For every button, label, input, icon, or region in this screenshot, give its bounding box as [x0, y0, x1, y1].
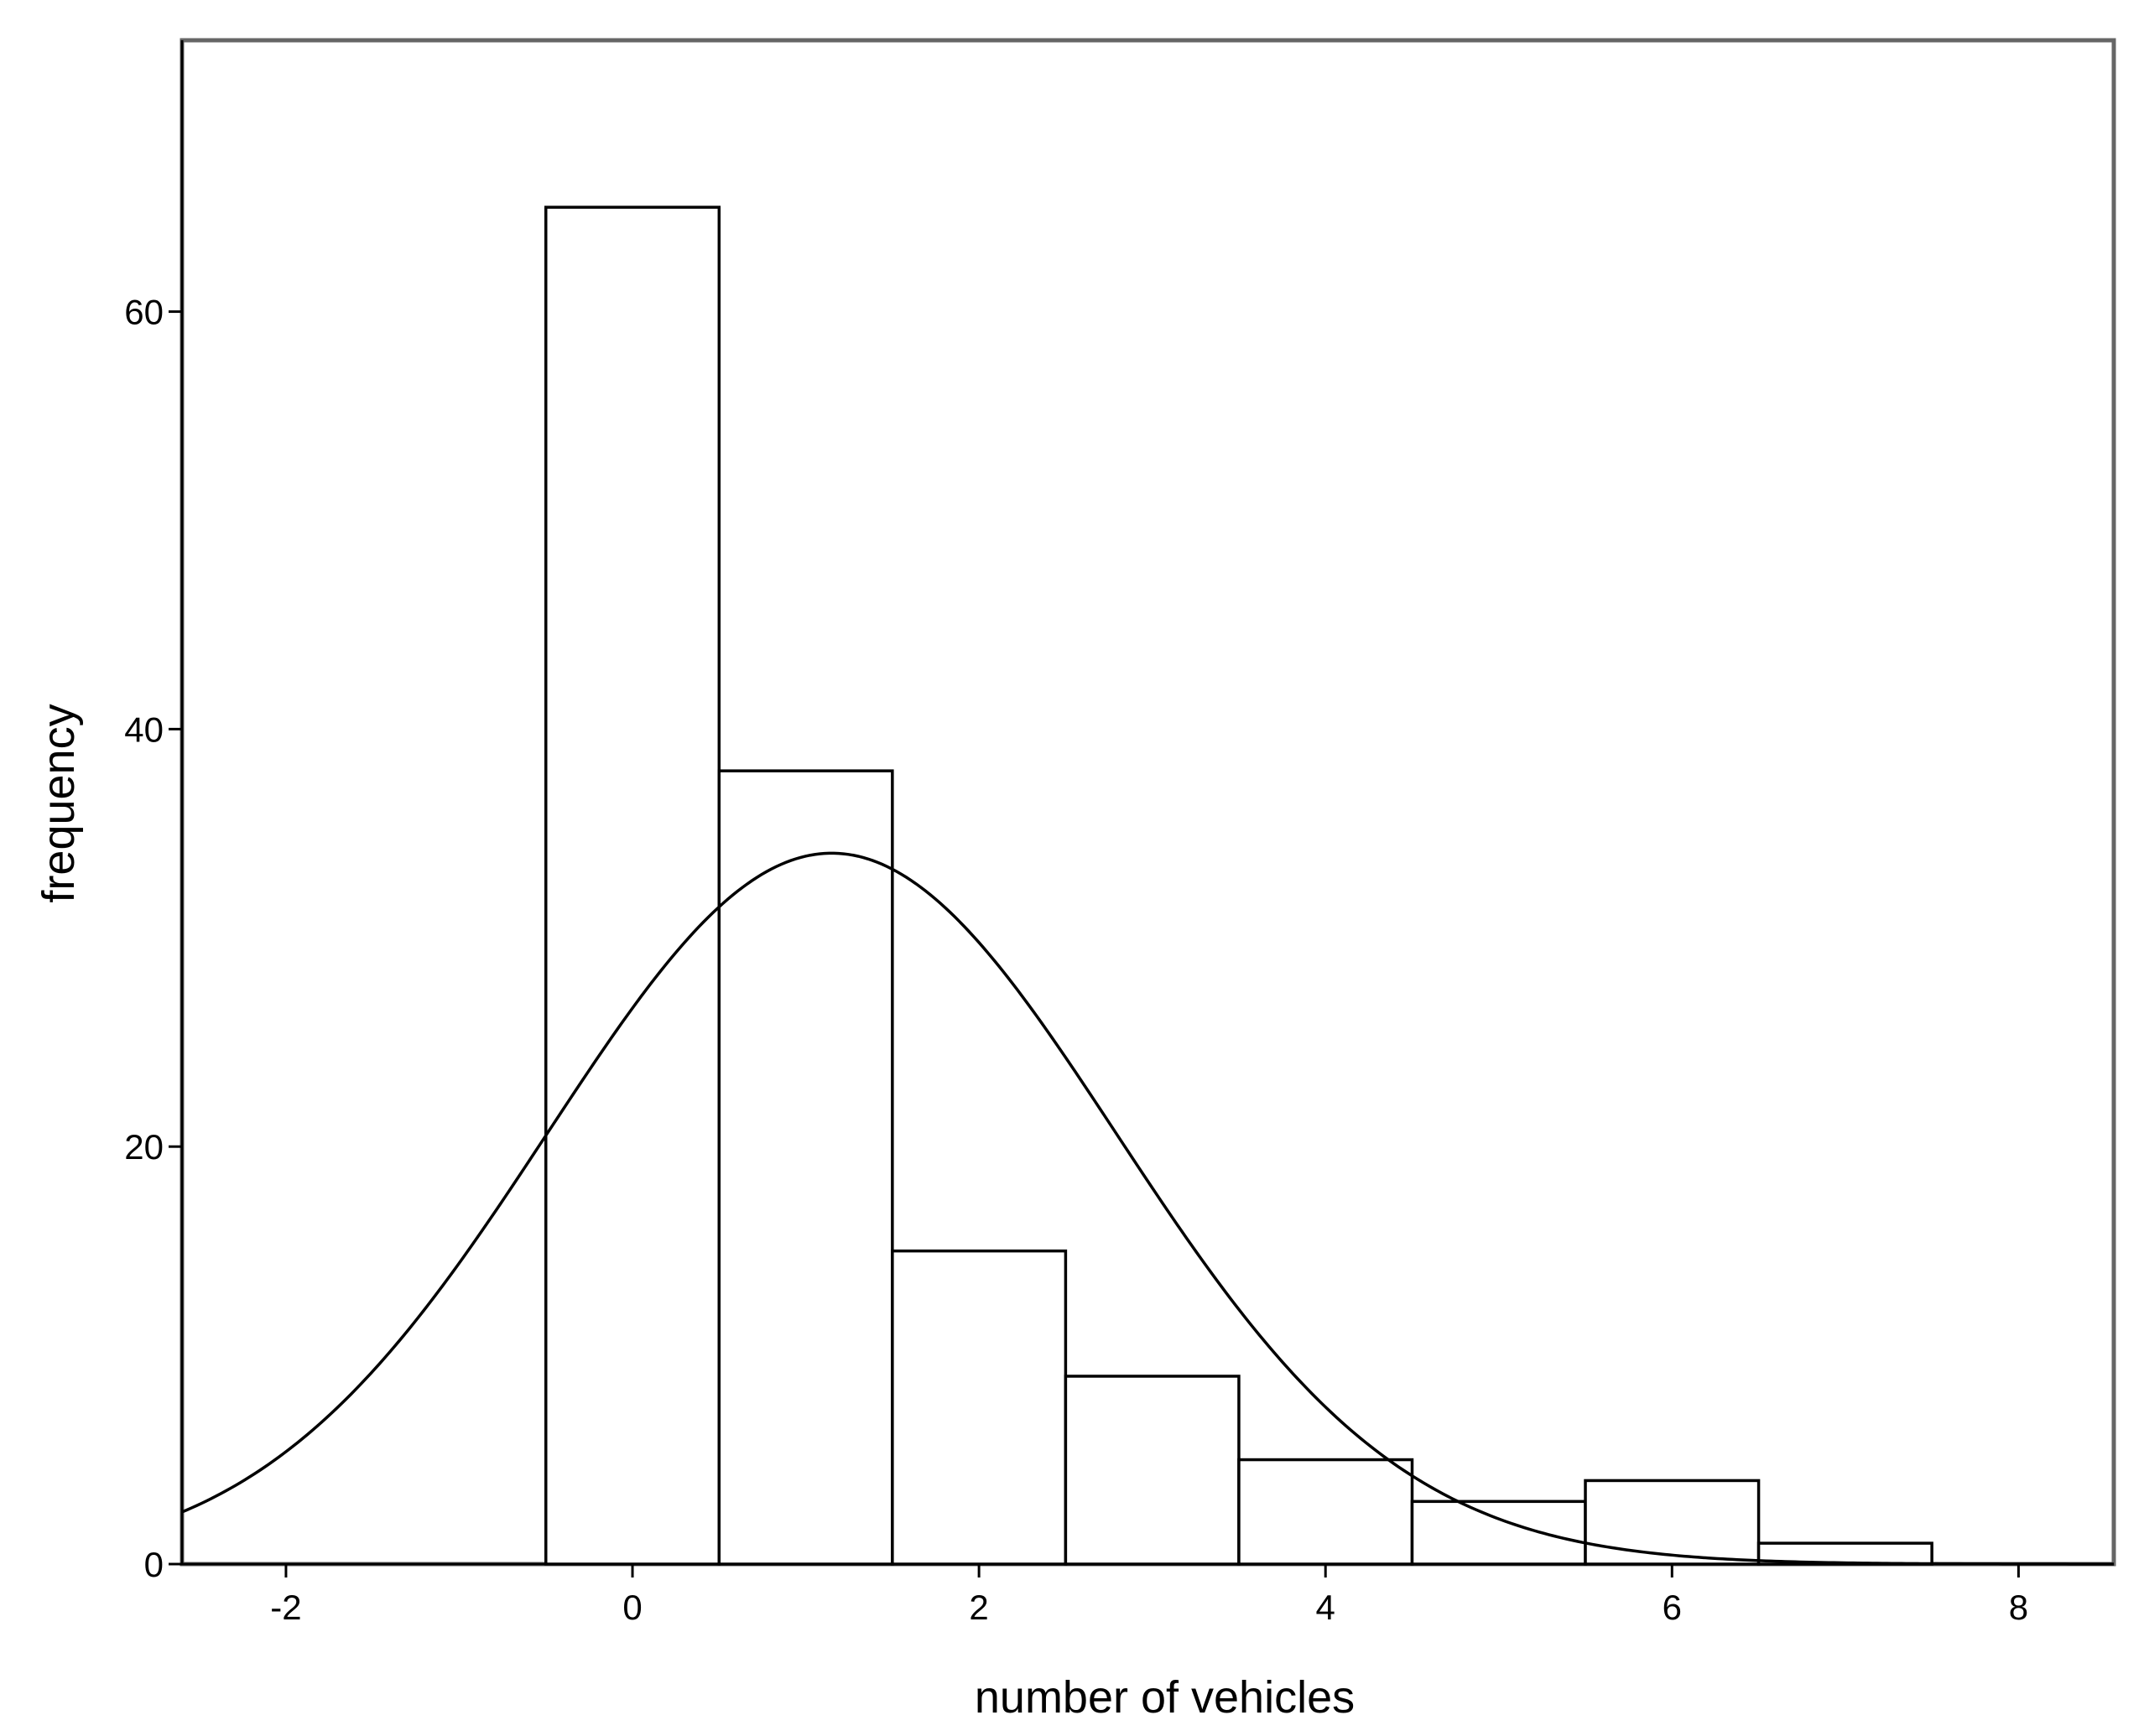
normal-distribution-curve: [181, 851, 2114, 1566]
histogram-bars: [544, 205, 1933, 1566]
x-tick-label: 0: [622, 1588, 642, 1627]
y-axis-title: frequency: [34, 704, 84, 902]
histogram-bar: [1064, 1375, 1241, 1566]
histogram-bar: [544, 205, 721, 1566]
histogram-bar: [717, 769, 894, 1566]
plot-frame: [180, 38, 2116, 1567]
histogram-bar: [1237, 1458, 1414, 1566]
y-tick-label: 0: [144, 1545, 164, 1584]
x-tick-label: 4: [1316, 1588, 1335, 1627]
y-tick-label: 60: [124, 293, 164, 332]
x-axis-title: number of vehicles: [975, 1672, 1355, 1723]
x-tick-label: -2: [270, 1588, 301, 1627]
y-tick-label: 20: [124, 1127, 164, 1167]
x-axis-ticks: -2 0 2 4 6 8: [270, 1564, 2028, 1627]
x-tick-label: 6: [1663, 1588, 1682, 1627]
y-tick-label: 40: [124, 709, 164, 749]
x-tick-label: 2: [969, 1588, 988, 1627]
histogram-bar: [891, 1249, 1068, 1566]
x-tick-label: 8: [2009, 1588, 2028, 1627]
histogram-bar: [1584, 1479, 1761, 1566]
y-axis-ticks: 0 20 40 60: [124, 293, 182, 1584]
histogram-bar: [1410, 1500, 1587, 1566]
